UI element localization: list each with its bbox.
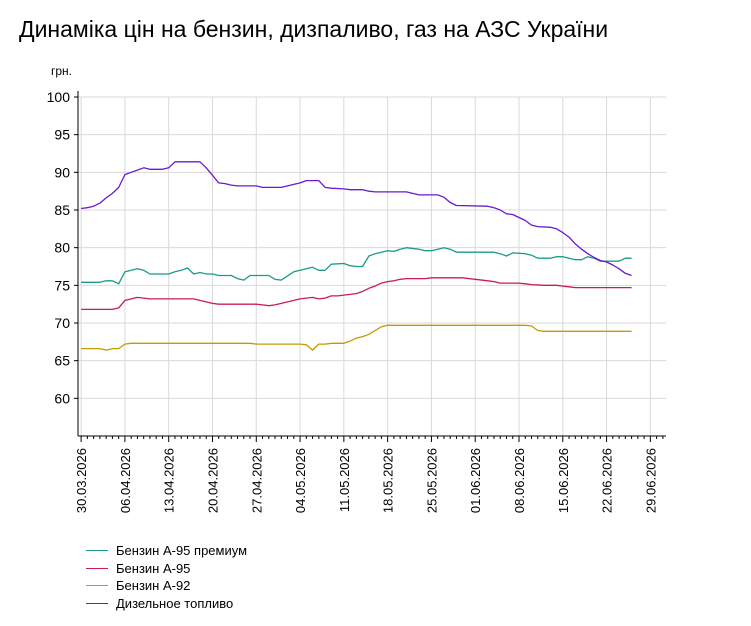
x-tick-label: 15.06.2026 <box>556 448 571 513</box>
axes <box>74 91 666 442</box>
x-tick-label: 27.04.2026 <box>249 448 264 513</box>
grid-lines <box>78 96 666 436</box>
legend-swatch <box>86 567 108 569</box>
legend-item: Бензин А-95 <box>86 560 247 578</box>
series-line-1 <box>81 247 632 285</box>
series-line-3 <box>81 324 632 351</box>
x-tick-label: 01.06.2026 <box>468 448 483 513</box>
legend-label: Бензин А-95 <box>116 560 191 576</box>
x-tick-label: 22.06.2026 <box>600 448 615 513</box>
legend-label: Бензин А-95 премиум <box>116 543 248 559</box>
series-line-4 <box>81 161 632 277</box>
y-tick-label: 80 <box>54 240 70 256</box>
y-tick-label: 70 <box>54 315 70 331</box>
x-tick-label: 08.06.2026 <box>512 448 527 513</box>
x-tick-label: 29.06.2026 <box>643 448 658 513</box>
x-tick-label: 11.05.2026 <box>337 448 352 512</box>
y-tick-label: 60 <box>54 390 70 406</box>
legend-item: Дизельное топливо <box>86 595 247 613</box>
legend-swatch <box>86 602 108 604</box>
y-axis-label: грн. <box>51 64 72 78</box>
y-tick-label: 100 <box>47 89 71 105</box>
x-tick-label: 04.05.2026 <box>293 448 308 513</box>
x-tick-label: 13.04.2026 <box>162 448 177 513</box>
y-tick-label: 65 <box>54 353 70 369</box>
legend: Бензин А-95 премиум Бензин А-95 Бензин А-9… <box>86 542 247 612</box>
x-tick-label: 06.04.2026 <box>118 448 133 513</box>
series-line-2 <box>81 277 632 311</box>
x-tick-label: 25.05.2026 <box>424 448 439 513</box>
x-tick-label: 18.05.2026 <box>381 448 396 513</box>
series-lines <box>81 161 632 351</box>
x-tick-label: 20.04.2026 <box>205 448 220 513</box>
x-tick-label: 30.03.2026 <box>74 448 89 513</box>
legend-label: Бензин А-92 <box>116 578 191 594</box>
y-tick-label: 90 <box>54 164 70 180</box>
legend-label: Дизельное топливо <box>116 595 234 611</box>
y-tick-label: 95 <box>54 127 70 143</box>
x-tick-labels: 30.03.2026 06.04.2026 13.04.2026 20.04.2026… <box>74 448 658 513</box>
y-tick-label: 85 <box>54 202 70 218</box>
legend-item: Бензин А-92 <box>86 577 247 595</box>
legend-item: Бензин А-95 премиум <box>86 542 247 560</box>
y-tick-label: 75 <box>54 277 70 293</box>
legend-swatch <box>86 585 108 587</box>
line-chart: 60 65 70 75 80 85 90 95 100 30.03.2026 06.04.2026… <box>47 64 666 513</box>
chart-title: Динаміка цін на бензин, дизпаливо, газ н… <box>19 16 609 42</box>
legend-swatch <box>86 550 108 552</box>
y-tick-labels: 60 65 70 75 80 85 90 95 100 <box>47 89 71 406</box>
